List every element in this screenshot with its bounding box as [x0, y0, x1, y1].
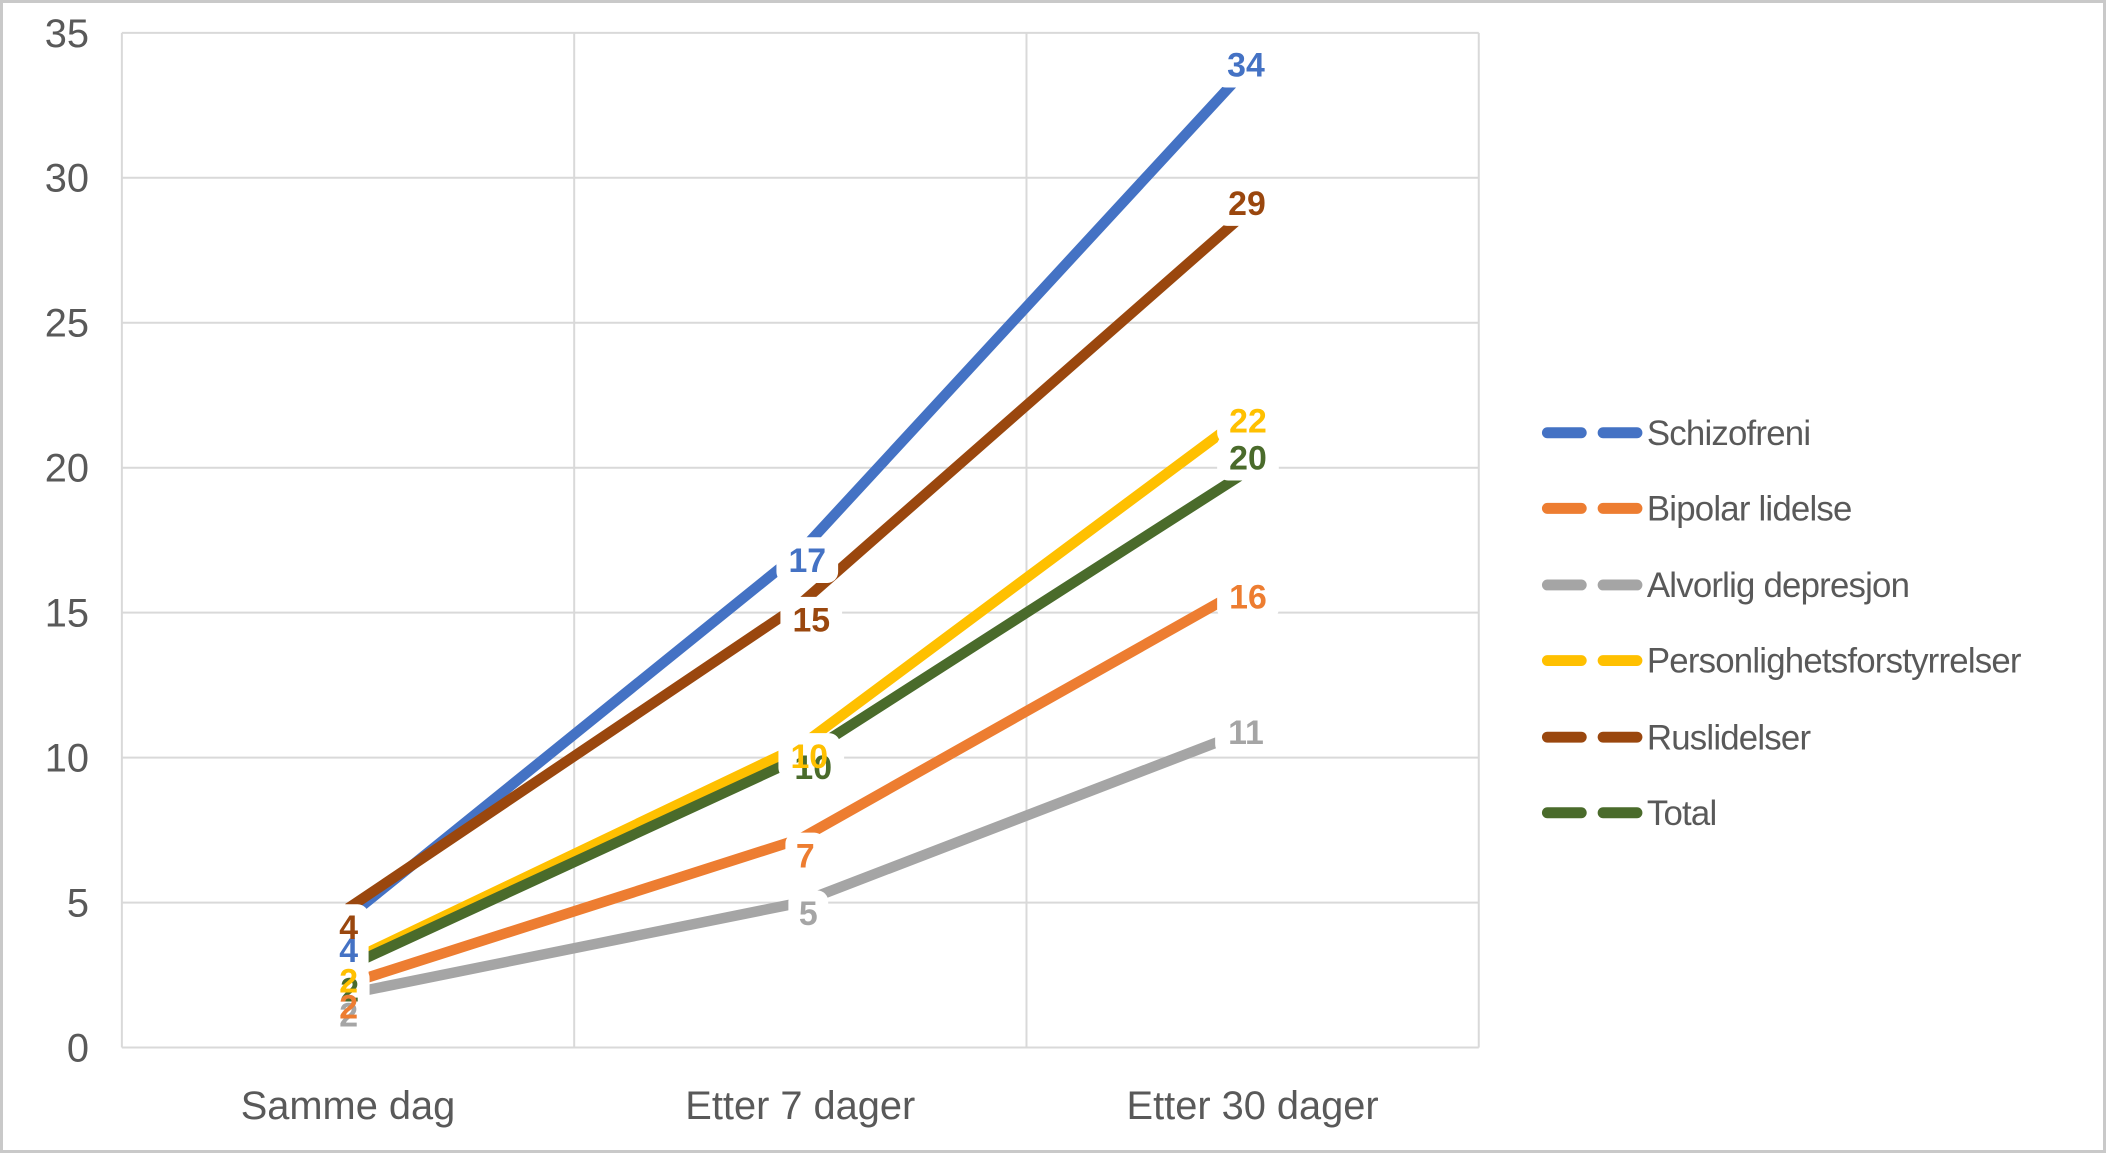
y-tick-20: 20: [45, 447, 89, 491]
legend-label: Total: [1647, 794, 1717, 833]
legend-item-alvorlig-depresjon: Alvorlig depresjon: [1541, 566, 1910, 605]
y-tick-0: 0: [67, 1026, 89, 1070]
y-tick-30: 30: [45, 157, 89, 201]
data-label-ruslidelser-2: 29: [1228, 185, 1266, 223]
data-label-halo-schizofreni-2: [1215, 41, 1277, 88]
data-label-alvorlig-depresjon-1: 5: [799, 895, 818, 933]
y-tick-5: 5: [67, 882, 89, 926]
data-label-personlighetsforstyrrelser-0: 2: [339, 963, 358, 1001]
data-label-bipolar-lidelse-2: 16: [1229, 579, 1267, 617]
legend: Schizofreni Bipolar lidelse Alvorlig depre…: [1541, 414, 2023, 833]
data-label-alvorlig-depresjon-2: 11: [1228, 714, 1264, 752]
data-label-schizofreni-1: 17: [788, 542, 826, 580]
x-category-etter-7-dager: Etter 7 dager: [685, 1084, 915, 1128]
data-label-personlighetsforstyrrelser-1: 10: [790, 738, 828, 776]
data-label-halo-bipolar-lidelse-0: [328, 983, 369, 1030]
legend-item-bipolar-lidelse: Bipolar lidelse: [1541, 490, 1852, 529]
data-label-total-2: 20: [1229, 439, 1267, 477]
y-tick-25: 25: [45, 302, 89, 346]
data-label-halo-ruslidelser-1: [780, 596, 843, 643]
data-label-halo-ruslidelser-2: [1216, 180, 1278, 226]
data-label-halo-bipolar-lidelse-1: [785, 832, 826, 879]
legend-item-ruslidelser: Ruslidelser: [1541, 718, 1812, 757]
data-label-halo-schizofreni-1: [776, 537, 839, 583]
legend-item-total: Total: [1541, 794, 1717, 833]
data-label-bipolar-lidelse-1: 7: [796, 837, 815, 875]
data-label-schizofreni-0: 4: [339, 932, 358, 970]
data-label-personlighetsforstyrrelser-2: 22: [1229, 403, 1267, 441]
x-category-samme-dag: Samme dag: [241, 1084, 456, 1128]
legend-label: Bipolar lidelse: [1647, 490, 1852, 529]
data-label-total-0: 2: [340, 972, 359, 1010]
data-label-halo-bipolar-lidelse-2: [1217, 574, 1279, 620]
data-label-ruslidelser-0: 4: [339, 909, 358, 947]
series-line-personlighetsforstyrrelser: [345, 405, 1256, 967]
data-label-halo-total-2: [1217, 434, 1279, 481]
legend-label: Personlighetsforstyrrelser: [1647, 642, 2022, 681]
legend-label: Schizofreni: [1647, 414, 1810, 453]
data-label-schizofreni-2: 34: [1227, 47, 1265, 85]
data-label-halo-personlighetsforstyrrelser-2: [1217, 397, 1279, 444]
legend-label: Ruslidelser: [1647, 718, 1812, 757]
data-label-halos: [328, 41, 1279, 1038]
data-label-halo-ruslidelser-0: [328, 904, 369, 951]
line-chart: 2511210204173421022271641529051015202530…: [45, 12, 2023, 1128]
data-label-halo-personlighetsforstyrrelser-1: [778, 733, 841, 779]
legend-label: Alvorlig depresjon: [1647, 566, 1909, 605]
x-category-etter-30-dager: Etter 30 dager: [1127, 1084, 1379, 1128]
data-label-halo-alvorlig-depresjon-2: [1215, 709, 1277, 756]
data-label-bipolar-lidelse-0: 2: [339, 989, 358, 1027]
data-label-halo-alvorlig-depresjon-1: [788, 890, 829, 937]
y-axis: 0 5 10 15 20 25 30 35: [45, 12, 89, 1071]
y-tick-15: 15: [45, 592, 89, 636]
data-label-alvorlig-depresjon-0: 2: [339, 997, 358, 1035]
data-label-ruslidelser-1: 15: [792, 602, 830, 640]
y-tick-35: 35: [45, 12, 89, 56]
y-tick-10: 10: [45, 737, 89, 781]
x-axis: Samme dag Etter 7 dager Etter 30 dager: [241, 1084, 1379, 1128]
data-label-total-1: 10: [794, 749, 832, 787]
legend-item-schizofreni: Schizofreni: [1541, 414, 1811, 453]
legend-item-personlighetsforstyrrelser: Personlighetsforstyrrelser: [1541, 642, 2023, 681]
